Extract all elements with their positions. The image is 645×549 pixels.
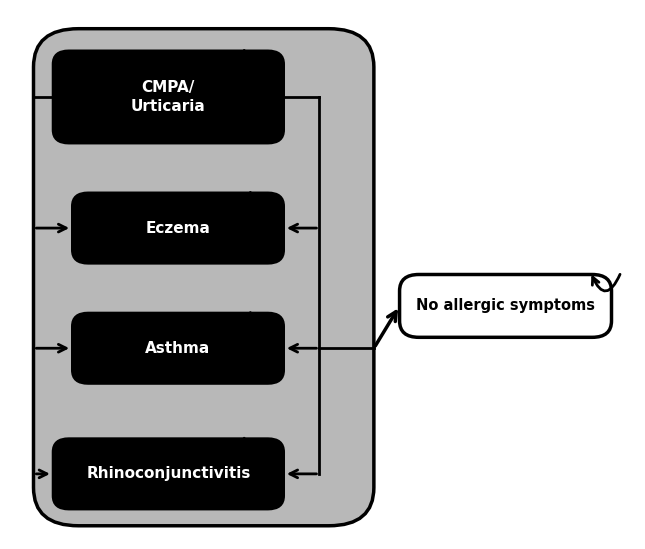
Text: No allergic symptoms: No allergic symptoms [416,299,595,313]
Text: Rhinoconjunctivitis: Rhinoconjunctivitis [86,466,250,481]
FancyBboxPatch shape [72,193,284,264]
FancyBboxPatch shape [399,274,611,337]
FancyBboxPatch shape [53,51,284,143]
FancyBboxPatch shape [72,313,284,384]
FancyBboxPatch shape [53,438,284,509]
Text: CMPA/
Urticaria: CMPA/ Urticaria [131,80,206,114]
Text: Eczema: Eczema [146,221,210,236]
Text: Asthma: Asthma [145,341,211,356]
FancyBboxPatch shape [34,29,374,526]
